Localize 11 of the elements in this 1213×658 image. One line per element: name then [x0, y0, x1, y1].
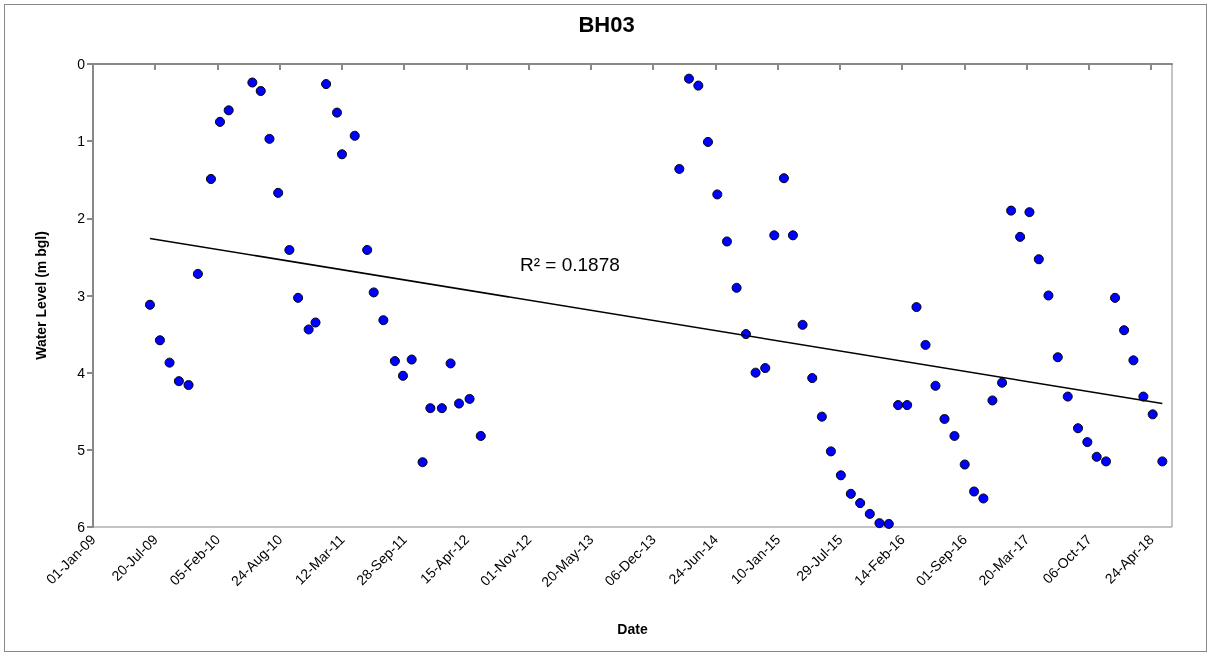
annotation: R² = 0.1878 — [520, 254, 620, 275]
x-axis-title: Date — [617, 621, 648, 637]
y-tick-label: 2 — [77, 210, 86, 227]
y-tick-label: 3 — [77, 287, 86, 304]
chart-title: BH03 — [578, 11, 635, 37]
y-tick-label: 4 — [77, 364, 86, 381]
y-tick-label: 0 — [77, 56, 86, 72]
y-tick-label: 5 — [77, 441, 86, 458]
y-tick-label: 1 — [77, 133, 86, 150]
y-axis-title: Water Level (m bgl) — [33, 231, 49, 360]
y-tick-label: 6 — [77, 519, 86, 535]
